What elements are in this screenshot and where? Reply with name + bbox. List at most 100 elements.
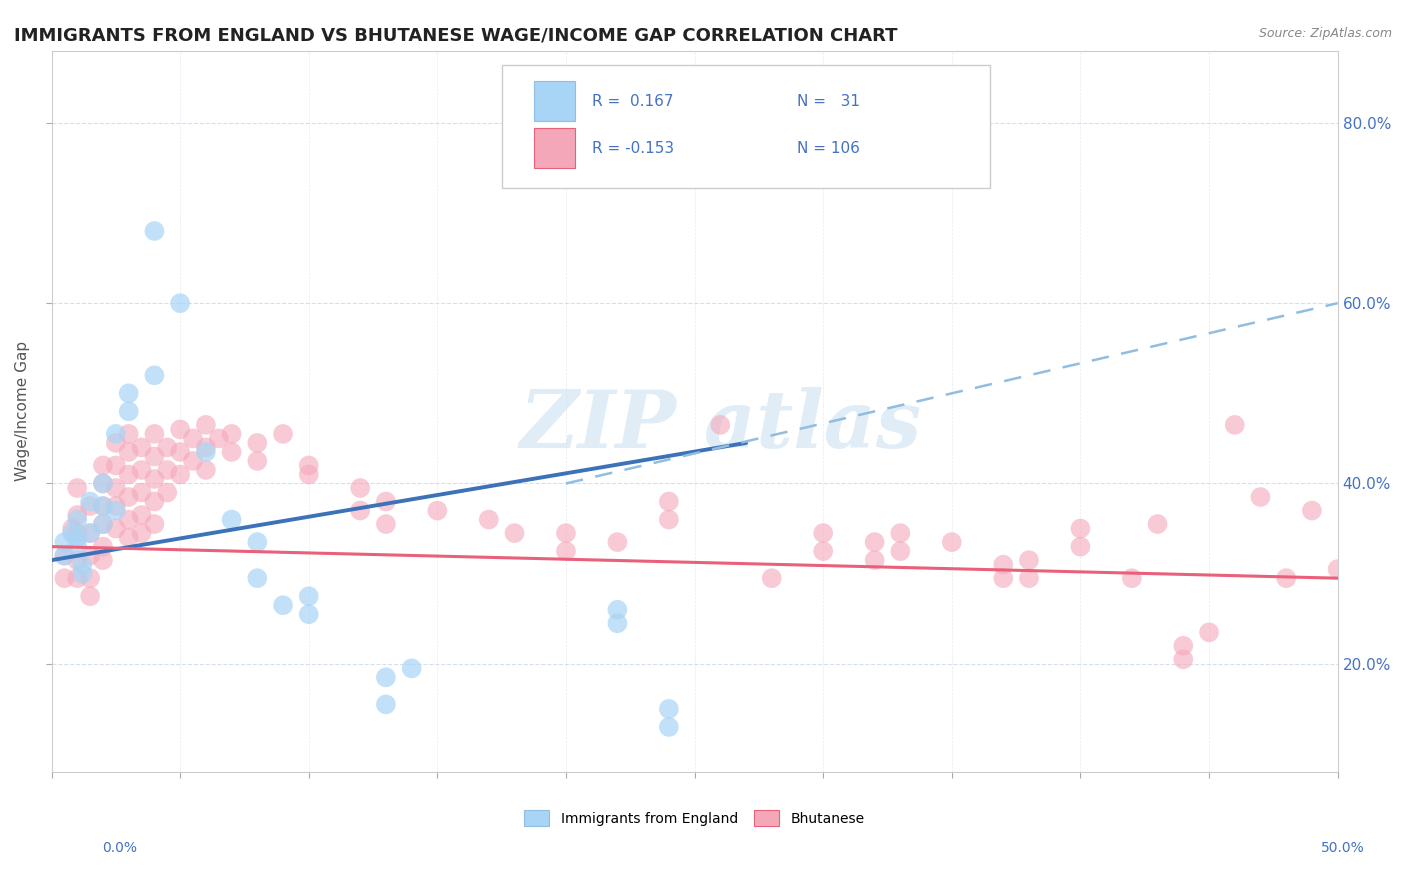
Point bbox=[298, 607, 321, 622]
Text: 0.0%: 0.0% bbox=[103, 841, 136, 855]
Point bbox=[91, 499, 114, 513]
Point bbox=[156, 441, 179, 455]
Point bbox=[478, 512, 501, 526]
Point bbox=[79, 526, 101, 541]
Point bbox=[181, 454, 204, 468]
Point bbox=[131, 526, 153, 541]
Point bbox=[72, 558, 94, 572]
Point bbox=[1198, 625, 1220, 640]
Point bbox=[143, 368, 166, 383]
Point bbox=[66, 553, 89, 567]
Point bbox=[298, 467, 321, 482]
Point bbox=[104, 503, 127, 517]
Point bbox=[169, 296, 191, 310]
Point bbox=[66, 531, 89, 545]
Point bbox=[143, 494, 166, 508]
Point bbox=[156, 463, 179, 477]
Point bbox=[79, 499, 101, 513]
Point bbox=[221, 445, 243, 459]
Legend: Immigrants from England, Bhutanese: Immigrants from England, Bhutanese bbox=[524, 810, 865, 826]
Point bbox=[60, 526, 83, 541]
Point bbox=[246, 436, 269, 450]
Point bbox=[91, 517, 114, 532]
Point bbox=[374, 698, 396, 712]
Point bbox=[246, 535, 269, 549]
Point bbox=[993, 558, 1015, 572]
Point bbox=[246, 454, 269, 468]
Point bbox=[1018, 553, 1040, 567]
Point bbox=[66, 508, 89, 522]
Point bbox=[298, 589, 321, 603]
Point bbox=[91, 476, 114, 491]
Point bbox=[503, 526, 526, 541]
Point bbox=[91, 517, 114, 532]
Point bbox=[194, 417, 217, 432]
Bar bbox=[534, 128, 575, 168]
Point bbox=[169, 467, 191, 482]
Point bbox=[993, 571, 1015, 585]
Point bbox=[194, 463, 217, 477]
Point bbox=[66, 526, 89, 541]
Text: R = -0.153: R = -0.153 bbox=[592, 141, 673, 155]
Text: Source: ZipAtlas.com: Source: ZipAtlas.com bbox=[1258, 27, 1392, 40]
Point bbox=[761, 571, 783, 585]
Point bbox=[79, 494, 101, 508]
Point bbox=[863, 553, 886, 567]
Point bbox=[349, 481, 371, 495]
Point bbox=[271, 426, 294, 441]
Point bbox=[91, 476, 114, 491]
Point bbox=[1069, 522, 1091, 536]
Point bbox=[66, 571, 89, 585]
Point bbox=[118, 386, 141, 401]
Text: R =  0.167: R = 0.167 bbox=[592, 94, 673, 109]
Point bbox=[606, 603, 628, 617]
Point bbox=[811, 544, 834, 558]
Point bbox=[131, 463, 153, 477]
Point bbox=[863, 535, 886, 549]
Text: IMMIGRANTS FROM ENGLAND VS BHUTANESE WAGE/INCOME GAP CORRELATION CHART: IMMIGRANTS FROM ENGLAND VS BHUTANESE WAG… bbox=[14, 27, 897, 45]
Point bbox=[104, 426, 127, 441]
Point bbox=[555, 526, 578, 541]
Point bbox=[1146, 517, 1168, 532]
Point bbox=[143, 517, 166, 532]
Point bbox=[658, 702, 681, 716]
Point bbox=[1121, 571, 1143, 585]
Point bbox=[118, 426, 141, 441]
Point bbox=[79, 526, 101, 541]
Point bbox=[53, 571, 76, 585]
Point bbox=[606, 535, 628, 549]
Point bbox=[246, 571, 269, 585]
Point bbox=[658, 720, 681, 734]
Point bbox=[1326, 562, 1348, 576]
Point bbox=[79, 589, 101, 603]
Point bbox=[1223, 417, 1246, 432]
Point bbox=[91, 458, 114, 473]
Point bbox=[79, 549, 101, 563]
Point bbox=[401, 661, 423, 675]
Point bbox=[72, 566, 94, 581]
Point bbox=[374, 670, 396, 684]
Text: N =   31: N = 31 bbox=[797, 94, 860, 109]
Point bbox=[91, 540, 114, 554]
Point bbox=[194, 445, 217, 459]
Point bbox=[143, 472, 166, 486]
Point bbox=[271, 599, 294, 613]
Point bbox=[53, 549, 76, 563]
Point bbox=[104, 436, 127, 450]
Point bbox=[53, 535, 76, 549]
Point bbox=[221, 512, 243, 526]
FancyBboxPatch shape bbox=[502, 65, 990, 187]
Point bbox=[374, 517, 396, 532]
Point bbox=[53, 549, 76, 563]
Point bbox=[131, 508, 153, 522]
Point bbox=[1173, 639, 1195, 653]
Point bbox=[118, 531, 141, 545]
Point bbox=[143, 426, 166, 441]
Text: ZIP atlas: ZIP atlas bbox=[519, 387, 921, 465]
Point bbox=[91, 499, 114, 513]
Point bbox=[91, 553, 114, 567]
Point bbox=[658, 512, 681, 526]
Point bbox=[208, 431, 231, 445]
Y-axis label: Wage/Income Gap: Wage/Income Gap bbox=[15, 342, 30, 482]
Point bbox=[1275, 571, 1298, 585]
